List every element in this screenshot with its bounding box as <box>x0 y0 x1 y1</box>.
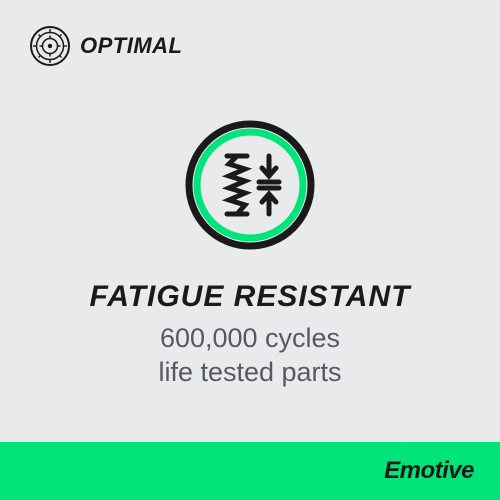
optimal-seal-icon <box>30 26 70 66</box>
spring-compression-icon <box>185 120 315 250</box>
brand-block: OPTIMAL <box>30 26 183 66</box>
brand-name: OPTIMAL <box>80 33 183 59</box>
feature-subtitle-line1: 600,000 cycles <box>160 323 340 353</box>
feature-title: FATIGUE RESISTANT <box>0 280 500 314</box>
footer-bar: Emotive <box>0 442 500 500</box>
feature-subtitle-line2: life tested parts <box>158 357 341 387</box>
feature-subtitle: 600,000 cycles life tested parts <box>0 322 500 390</box>
footer-brand: Emotive <box>384 457 474 485</box>
feature-card: OPTIMAL FATIGUE RESISTANT 600,000 cycles… <box>0 0 500 500</box>
